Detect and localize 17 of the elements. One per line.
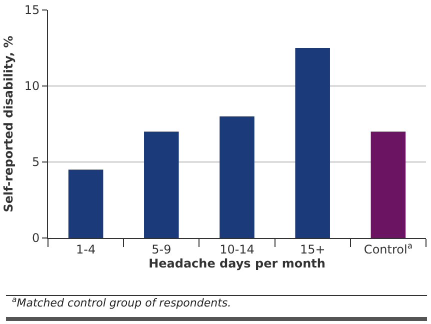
text: $^{a}$Matched control group of respondents. (12, 295, 232, 310)
x-tick-label: 15+ (300, 242, 326, 256)
x-tick-label: Control$^{a}$ (364, 240, 412, 256)
bar (295, 48, 330, 238)
bar (144, 132, 179, 238)
x-tick-label: 10-14 (220, 242, 254, 256)
bar (370, 132, 406, 238)
y-tick-label: 15 (24, 3, 40, 18)
bar (220, 116, 254, 238)
y-axis-title: Self-reported disability, % (2, 36, 16, 212)
y-tick-label: 5 (32, 155, 40, 170)
y-tick-label: 10 (24, 79, 40, 94)
x-axis-title: Headache days per month (148, 256, 326, 270)
y-tick-label: 0 (32, 231, 40, 246)
x-tick-label: 5-9 (152, 242, 172, 256)
x-tick-label: 1-4 (76, 242, 96, 256)
bar (68, 170, 104, 238)
